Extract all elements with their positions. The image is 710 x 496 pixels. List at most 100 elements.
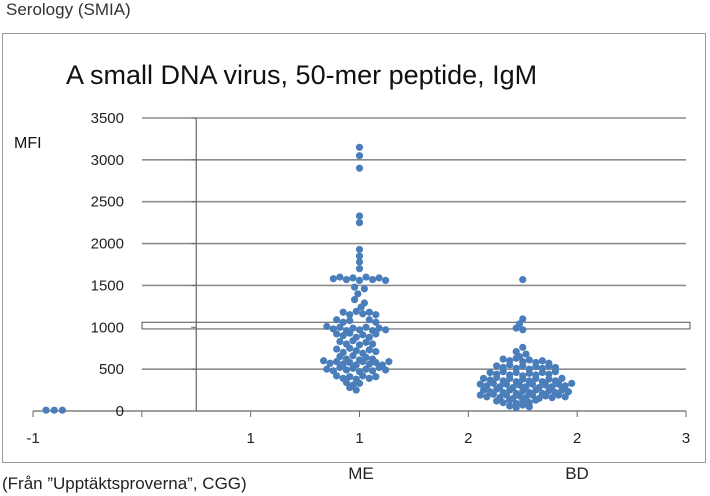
data-point bbox=[333, 330, 341, 338]
y-tick-label: 1000 bbox=[91, 319, 124, 336]
data-point bbox=[486, 368, 494, 377]
gridlines bbox=[142, 117, 686, 370]
data-point bbox=[339, 308, 347, 316]
data-point bbox=[339, 332, 347, 340]
data-point bbox=[512, 324, 520, 332]
data-point bbox=[349, 337, 357, 345]
data-point bbox=[483, 393, 491, 401]
data-point bbox=[506, 374, 514, 382]
data-point bbox=[58, 406, 66, 414]
data-point bbox=[551, 368, 560, 376]
data-point bbox=[512, 404, 520, 412]
data-point bbox=[506, 396, 514, 404]
data-point bbox=[359, 310, 367, 318]
source-note: (Från ”Upptäktsproverna”, CGG) bbox=[2, 474, 247, 493]
header-label: Serology (SMIA) bbox=[6, 0, 131, 19]
data-point bbox=[359, 358, 367, 366]
data-point bbox=[558, 374, 566, 382]
data-point bbox=[342, 366, 351, 374]
data-point bbox=[329, 275, 337, 283]
data-point bbox=[375, 274, 383, 282]
data-point bbox=[519, 401, 527, 409]
group-label-me: ME bbox=[348, 464, 374, 483]
y-tick-label: 500 bbox=[99, 361, 124, 378]
data-point bbox=[519, 343, 527, 351]
y-tick-labels: 0 500 1000 1500 2000 2500 3000 3500 bbox=[91, 110, 124, 420]
data-point bbox=[336, 273, 344, 281]
data-point bbox=[375, 363, 383, 372]
data-point bbox=[359, 372, 367, 380]
data-point bbox=[372, 318, 380, 326]
data-point bbox=[548, 394, 556, 402]
x-tick-label: -1 bbox=[26, 430, 39, 447]
data-point bbox=[333, 316, 341, 324]
data-point bbox=[502, 380, 511, 388]
data-point bbox=[362, 323, 370, 331]
data-point bbox=[522, 350, 530, 358]
data-point bbox=[545, 362, 553, 370]
data-point bbox=[499, 355, 507, 363]
x-tick-labels: -1 1 1 2 2 3 bbox=[26, 430, 690, 447]
data-point bbox=[346, 316, 354, 325]
data-point bbox=[319, 357, 328, 365]
data-point bbox=[362, 338, 370, 346]
data-point bbox=[372, 347, 380, 356]
data-point bbox=[382, 366, 390, 374]
data-point bbox=[354, 290, 362, 298]
data-point bbox=[355, 143, 364, 151]
data-point bbox=[375, 324, 383, 332]
data-point bbox=[323, 322, 331, 331]
data-point bbox=[528, 380, 537, 388]
data-point bbox=[525, 356, 533, 364]
data-point bbox=[362, 273, 370, 281]
data-point bbox=[385, 358, 393, 366]
data-point bbox=[351, 296, 359, 304]
data-point bbox=[355, 152, 364, 160]
x-tick-label: 2 bbox=[573, 430, 581, 447]
data-point bbox=[372, 373, 380, 381]
data-point bbox=[368, 275, 377, 284]
data-point bbox=[542, 392, 550, 400]
y-tick-label: 3000 bbox=[91, 152, 124, 169]
data-point bbox=[357, 303, 365, 311]
data-point bbox=[336, 337, 344, 346]
data-point bbox=[545, 375, 553, 383]
data-point bbox=[476, 380, 484, 388]
data-point bbox=[50, 406, 58, 414]
data-point bbox=[476, 391, 484, 399]
y-tick-label: 1500 bbox=[91, 277, 124, 294]
data-point bbox=[346, 358, 354, 367]
data-point bbox=[365, 346, 373, 354]
data-point bbox=[493, 362, 501, 370]
data-point bbox=[555, 380, 563, 388]
x-tick-label: 3 bbox=[682, 430, 690, 447]
group-label-bd: BD bbox=[565, 464, 589, 483]
y-axis-label: MFI bbox=[14, 135, 42, 152]
data-point bbox=[355, 341, 364, 349]
data-point bbox=[355, 252, 364, 260]
data-point bbox=[368, 340, 377, 348]
data-point bbox=[346, 383, 354, 392]
data-point bbox=[333, 358, 341, 366]
data-point bbox=[545, 370, 553, 378]
data-point bbox=[538, 368, 546, 377]
threshold-band bbox=[141, 321, 691, 330]
data-point bbox=[489, 390, 497, 398]
chart-frame bbox=[2, 33, 706, 463]
data-point bbox=[359, 331, 367, 339]
data-point bbox=[346, 373, 354, 381]
data-point bbox=[561, 393, 569, 401]
x-tick-label: 2 bbox=[464, 430, 472, 447]
data-point bbox=[532, 374, 540, 382]
data-point bbox=[365, 316, 373, 324]
data-point bbox=[352, 307, 360, 315]
data-point bbox=[555, 391, 563, 399]
data-point bbox=[499, 368, 507, 376]
data-point bbox=[493, 397, 501, 405]
data-point bbox=[355, 258, 364, 266]
data-point bbox=[355, 265, 364, 273]
data-point bbox=[519, 275, 527, 284]
data-point bbox=[355, 164, 364, 172]
data-point bbox=[346, 344, 354, 352]
